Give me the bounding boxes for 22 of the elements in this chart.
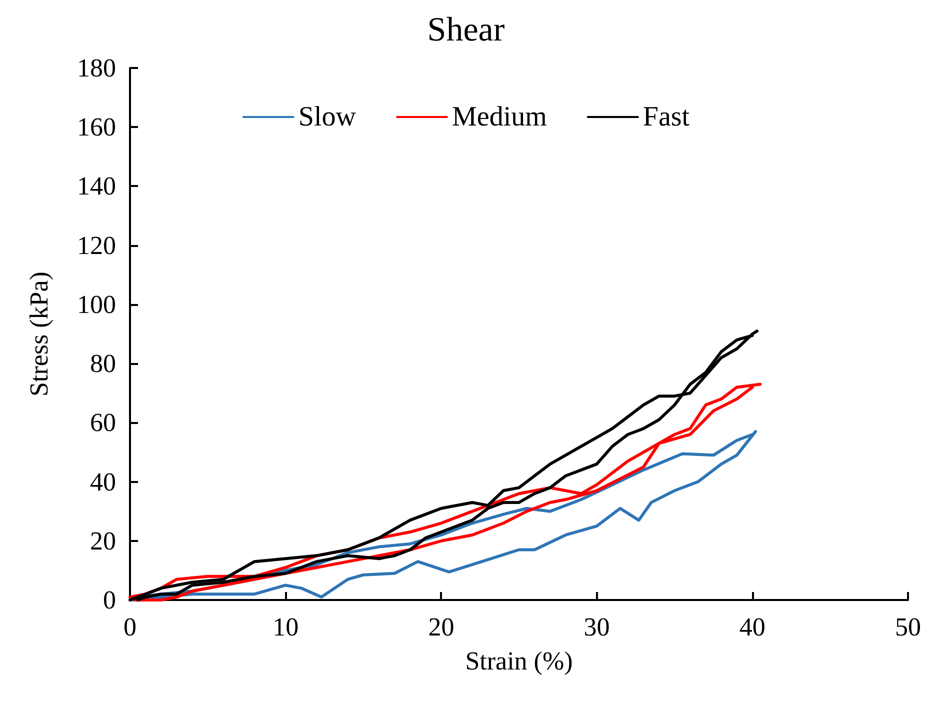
legend-label: Fast	[642, 102, 690, 132]
x-tick-label: 10	[272, 612, 299, 642]
y-tick-label: 40	[90, 467, 116, 496]
x-axis-title: Strain (%)	[465, 646, 573, 676]
y-tick-label: 160	[77, 112, 116, 142]
y-tick-label: 140	[77, 172, 116, 201]
y-tick-label: 60	[90, 408, 116, 438]
x-tick-label: 30	[584, 612, 610, 642]
y-tick-label: 20	[90, 526, 116, 556]
y-tick-label: 80	[90, 349, 116, 378]
y-tick-label: 180	[77, 54, 116, 82]
legend-label: Medium	[452, 102, 548, 132]
x-tick-label: 50	[895, 612, 921, 642]
y-tick-label: 0	[103, 586, 116, 614]
y-tick-label: 120	[77, 230, 116, 260]
x-tick-label: 40	[739, 612, 766, 642]
chart-title: Shear	[427, 12, 506, 48]
x-tick-label: 0	[124, 612, 136, 642]
y-axis-title: Stress (kPa)	[24, 272, 54, 396]
legend-label: Slow	[298, 102, 357, 132]
x-tick-label: 20	[428, 612, 454, 642]
y-tick-label: 100	[77, 290, 116, 319]
